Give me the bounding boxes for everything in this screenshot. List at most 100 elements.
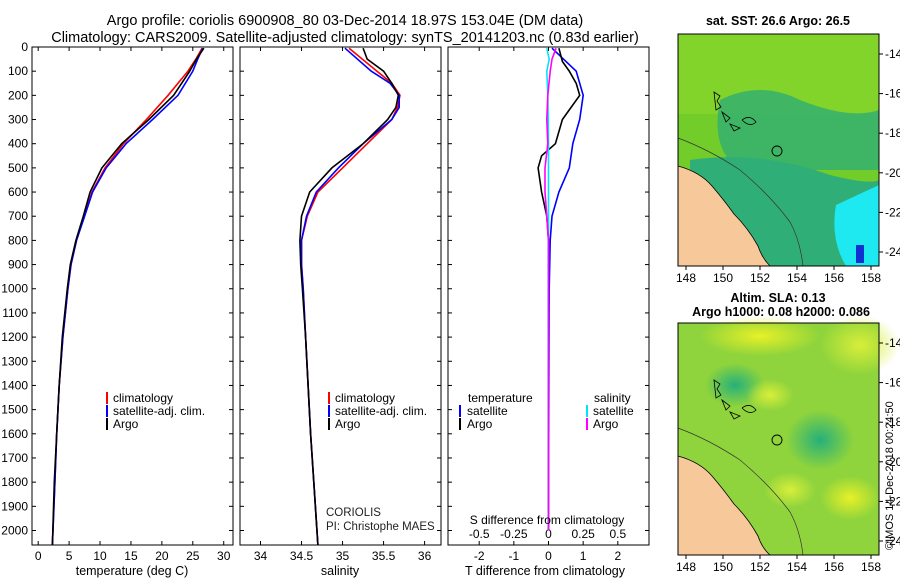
legend-label-s-argo: Argo [593, 417, 619, 431]
sst-map-title: sat. SST: 26.6 Argo: 26.5 [706, 14, 850, 28]
sdiff-xlabel: S difference from climatology [470, 513, 625, 527]
s-diff-tick-label: -0.25 [500, 527, 528, 541]
series-line-climatology [51, 47, 203, 545]
lon-tick-label: 156 [824, 271, 844, 285]
legend-label-argo: Argo [335, 417, 361, 431]
sla-low-center [786, 410, 854, 470]
series-line-argo [299, 47, 400, 545]
depth-tick-label: 600 [8, 185, 28, 199]
x-tick-label: 35 [336, 549, 350, 563]
legend-title-salinity: salinity [594, 391, 631, 405]
tdiff-xlabel: T difference from climatology [465, 564, 626, 578]
imos-watermark: ©IMOS 14-Dec-2018 00:24:50 [884, 401, 896, 550]
lon-tick-label: 152 [750, 560, 770, 574]
lat-tick-label: -24 [885, 245, 900, 259]
legend-label-argo: Argo [113, 417, 139, 431]
lat-tick-label: -18 [885, 126, 900, 140]
depth-tick-label: 0 [21, 40, 28, 54]
x-tick-label: 0 [35, 549, 42, 563]
salinity-xlabel: salinity [321, 564, 360, 578]
depth-tick-label: 1200 [1, 330, 28, 344]
sst-map-axis: -14 -16 -18 -20 -22 -24 148 150 152 154 156 158 [676, 47, 900, 285]
sla-map [677, 315, 900, 556]
salinity-axis: 34 34.5 35 35.5 36 [254, 47, 432, 563]
s-diff-tick-label: -0.5 [469, 527, 490, 541]
sst-cyan-patch [834, 185, 879, 266]
x-tick-label: 25 [186, 549, 200, 563]
depth-tick-label: 1700 [1, 451, 28, 465]
depth-axis: 0 100 200 300 400 500 600 700 800 900 1000 1100 1200… [1, 40, 649, 537]
legend-label-s-satellite: satellite [593, 404, 634, 418]
x-tick-label: -2 [474, 549, 485, 563]
sst-map [677, 33, 880, 267]
x-tick-label: 1 [580, 549, 587, 563]
series-line-s-argo [544, 47, 557, 531]
sla-high-north [700, 316, 820, 356]
pi-label: PI: Christophe MAES [326, 521, 435, 533]
sla-map-frame [677, 322, 880, 556]
lat-tick-label: -22 [885, 494, 900, 508]
salinity-panel-frame [239, 46, 442, 546]
s-diff-tick-label: 0 [545, 527, 552, 541]
temperature-axis: 0 5 10 15 20 25 30 [35, 47, 231, 563]
lon-tick-label: 152 [750, 271, 770, 285]
temperature-panel-frame [31, 46, 234, 546]
temperature-legend: climatology satellite-adj. clim. Argo [106, 391, 205, 431]
depth-tick-label: 1800 [1, 475, 28, 489]
legend-label-climatology: climatology [113, 391, 173, 405]
lon-tick-label: 158 [861, 560, 881, 574]
lat-tick-label: -16 [885, 376, 900, 390]
x-tick-label: 0 [545, 549, 552, 563]
lat-tick-label: -20 [885, 455, 900, 469]
legend-label-climatology: climatology [335, 391, 395, 405]
lon-tick-label: 154 [787, 560, 807, 574]
salinity-legend: climatology satellite-adj. clim. Argo [328, 391, 427, 431]
lat-tick-label: -20 [885, 166, 900, 180]
lon-tick-label: 156 [824, 560, 844, 574]
salinity-series [299, 47, 401, 545]
depth-tick-label: 400 [8, 137, 28, 151]
temperature-series [51, 47, 205, 545]
title-line-2: Climatology: CARS2009. Satellite-adjuste… [51, 30, 639, 46]
lon-tick-label: 148 [676, 560, 696, 574]
depth-tick-label: 200 [8, 88, 28, 102]
series-line-satellite-adj-clim- [51, 47, 204, 545]
legend-title-temperature: temperature [468, 391, 533, 405]
lon-tick-label: 150 [713, 560, 733, 574]
lat-tick-label: -14 [885, 47, 900, 61]
sst-blue-patch [856, 245, 864, 263]
s-diff-tick-label: 0.25 [571, 527, 595, 541]
sst-contour [677, 137, 804, 267]
x-tick-label: 34 [254, 549, 268, 563]
x-tick-label: 36 [418, 549, 432, 563]
x-tick-label: 2 [614, 549, 621, 563]
difference-axis: -2 -1 0 1 2 -0.5 -0.25 0 0.25 0.5 [469, 47, 626, 563]
legend-label-satellite: satellite-adj. clim. [335, 404, 427, 418]
legend-label-t-satellite: satellite [467, 404, 508, 418]
sst-land [677, 165, 771, 267]
x-tick-label: 30 [217, 549, 231, 563]
sla-reefs [713, 379, 757, 420]
title-line-1: Argo profile: coriolis 6900908_80 03-Dec… [107, 13, 583, 29]
depth-tick-label: 2000 [1, 523, 28, 537]
coriolis-label: CORIOLIS [326, 507, 381, 519]
depth-tick-label: 1300 [1, 354, 28, 368]
legend-label-satellite: satellite-adj. clim. [113, 404, 205, 418]
lat-tick-label: -14 [885, 336, 900, 350]
x-tick-label: 10 [93, 549, 107, 563]
x-tick-label: 20 [155, 549, 169, 563]
depth-tick-label: 1400 [1, 378, 28, 392]
argo-location-marker [771, 145, 783, 157]
depth-tick-label: 1100 [2, 306, 28, 320]
sst-cool-region [717, 90, 879, 170]
lat-tick-label: -16 [885, 87, 900, 101]
depth-tick-label: 500 [8, 161, 28, 175]
series-line-t-satellite [547, 47, 585, 531]
sst-reefs [713, 91, 757, 132]
depth-tick-label: 800 [8, 233, 28, 247]
sst-map-frame [677, 33, 880, 267]
x-tick-label: 15 [124, 549, 138, 563]
sla-map-axis: -14 -16 -18 -20 -22 -24 148 150 152 154 156 158 [676, 336, 900, 574]
depth-tick-label: 100 [8, 64, 28, 78]
depth-tick-label: 1900 [1, 499, 28, 513]
